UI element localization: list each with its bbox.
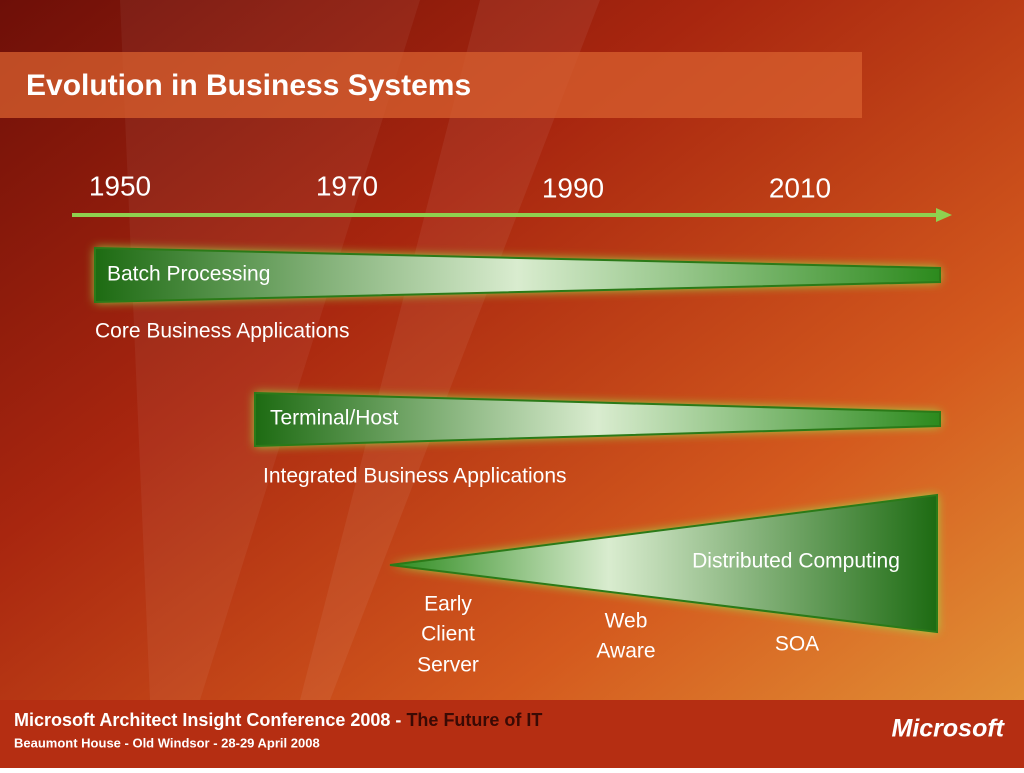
stage-label: Client bbox=[421, 623, 475, 646]
tagline: The Future of IT bbox=[406, 710, 542, 730]
stage-label: Web bbox=[605, 610, 648, 633]
title: Evolution in Business Systems bbox=[26, 69, 471, 102]
year-label: 1990 bbox=[542, 172, 604, 203]
band-caption: Core Business Applications bbox=[95, 320, 349, 343]
band-label: Distributed Computing bbox=[692, 550, 900, 573]
band-batch bbox=[94, 246, 941, 304]
band-terminal bbox=[254, 391, 941, 448]
timeline-arrow bbox=[936, 208, 952, 222]
stage-label: Aware bbox=[596, 640, 655, 663]
logo: Microsoft bbox=[892, 715, 1006, 743]
stage-label: Early bbox=[424, 593, 472, 616]
band-distributed bbox=[389, 493, 938, 634]
band-label: Terminal/Host bbox=[270, 407, 399, 430]
stage-label: Server bbox=[417, 654, 479, 677]
title-bar bbox=[0, 52, 862, 118]
footer-bar bbox=[0, 700, 1024, 768]
footer-title: Microsoft Architect Insight Conference 2… bbox=[14, 710, 542, 730]
light-streak bbox=[120, 0, 420, 700]
band-label: Batch Processing bbox=[107, 263, 270, 286]
year-label: 1950 bbox=[89, 170, 151, 201]
band-caption: Integrated Business Applications bbox=[263, 465, 567, 488]
footer-venue: Beaumont House - Old Windsor - 28-29 Apr… bbox=[14, 735, 320, 750]
light-streak bbox=[300, 0, 600, 700]
year-label: 1970 bbox=[316, 170, 378, 201]
year-label: 2010 bbox=[769, 172, 831, 203]
conference: Microsoft Architect Insight Conference 2… bbox=[14, 710, 401, 730]
stage-label: SOA bbox=[775, 633, 819, 656]
